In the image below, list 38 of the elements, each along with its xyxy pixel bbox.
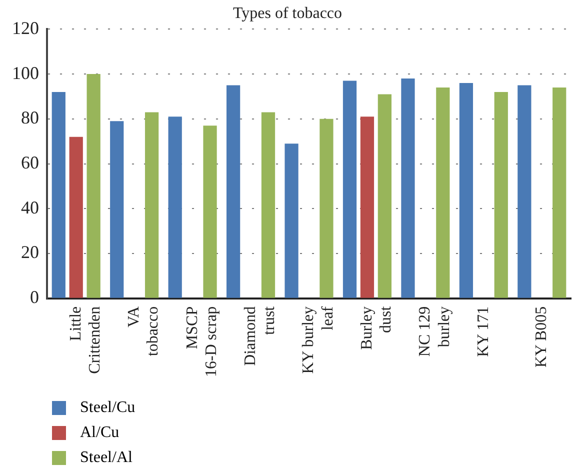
bar: [110, 121, 124, 298]
x-tick-label: KY 171: [474, 306, 492, 357]
bar: [144, 112, 159, 298]
bar: [52, 92, 66, 298]
legend-label: Al/Cu: [80, 424, 120, 442]
y-tick-label: 20: [21, 242, 39, 262]
x-tick-label: KY burley leaf: [300, 306, 336, 374]
bar: [69, 136, 83, 298]
x-tick-label: Little Crittenden: [67, 306, 104, 374]
bar: [494, 92, 508, 298]
bar: [261, 112, 276, 298]
x-tick-label: Diamond trust: [242, 306, 278, 366]
bar: [518, 85, 532, 298]
bar: [284, 144, 298, 298]
y-tick-label: 80: [21, 108, 39, 128]
bar: [552, 88, 566, 298]
y-tick-label: 0: [30, 287, 39, 308]
bar: [226, 85, 240, 298]
x-tick-label: Burley dust: [358, 306, 395, 350]
bar: [168, 116, 182, 298]
bar: [401, 78, 415, 298]
chart-title: Types of tobacco: [232, 4, 342, 22]
y-tick-label: 60: [21, 152, 39, 173]
x-tick-label: VA tobacco: [126, 306, 162, 356]
bar: [320, 118, 334, 298]
bar: [459, 83, 474, 298]
bar: [378, 94, 392, 298]
legend-label: Steel/Cu: [80, 398, 136, 416]
bar: [86, 74, 100, 298]
y-tick-label: 100: [12, 62, 39, 83]
legend-label: Steel/Al: [80, 448, 132, 466]
y-tick-label: 120: [12, 18, 39, 38]
bar: [203, 126, 217, 298]
x-tick-label: KY B005: [533, 306, 550, 368]
bar: [436, 88, 450, 298]
bar: [342, 80, 357, 298]
bar: [360, 116, 374, 298]
y-tick-label: 40: [21, 197, 39, 218]
